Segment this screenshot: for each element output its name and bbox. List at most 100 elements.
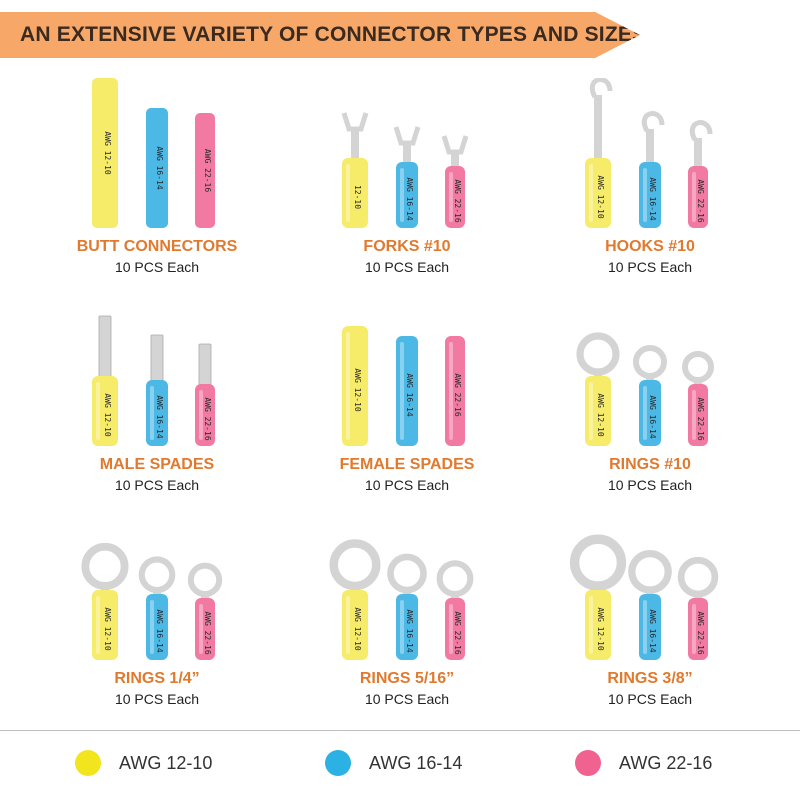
product-title: FORKS #10 [363, 238, 451, 255]
product-quantity: 10 PCS Each [114, 259, 200, 275]
connector-pink: AWG 22-16 [187, 562, 223, 660]
product-quantity: 10 PCS Each [364, 691, 450, 707]
product-title: MALE SPADES [99, 456, 215, 473]
gauge-print: AWG 12-10 [596, 607, 605, 651]
connector-yellow: AWG 12-10 [92, 78, 118, 228]
blue-dot-icon [325, 750, 351, 776]
product-female-spades: AWG 12-10 AWG 16-14 AWG 22-16 FEMALE SPADE… [277, 296, 537, 511]
connector-blue: AWG 16-14 [639, 111, 665, 228]
gauge-print: AWG 22-16 [203, 611, 212, 655]
gauge-print: AWG 16-14 [648, 177, 657, 221]
connector-pink: AWG 22-16 [195, 343, 215, 446]
product-rings-3-8: AWG 12-10 AWG 16-14 AWG 22-16 RINGS 3/8” 1… [520, 510, 780, 725]
product-quantity: 10 PCS Each [114, 477, 200, 493]
product-hooks: AWG 12-10 AWG 16-14 AWG 22-16 HOOKS #10 10… [520, 78, 780, 293]
connector-yellow: AWG 12-10 [329, 539, 381, 660]
color-legend: AWG 12-10 AWG 16-14 AWG 22-16 [0, 732, 800, 800]
connector-blue: AWG 16-14 [387, 553, 427, 660]
gauge-print: AWG 12-10 [596, 175, 605, 219]
legend-label: AWG 12-10 [119, 752, 213, 773]
forks-illustration: 12-10 AWG 16-14 AWG 22-16 [341, 112, 469, 228]
gauge-print: AWG 16-14 [155, 395, 164, 439]
rings-3-8-illustration: AWG 12-10 AWG 16-14 AWG 22-16 [569, 534, 719, 660]
product-quantity: 10 PCS Each [607, 477, 693, 493]
gauge-print: 12-10 [353, 185, 362, 209]
product-butt-connectors: AWG 12-10 AWG 16-14 AWG 22-16 BUTT CONNECT… [27, 78, 287, 293]
connector-blue: AWG 16-14 [396, 336, 418, 446]
male-spades-illustration: AWG 12-10 AWG 16-14 AWG 22-16 [92, 315, 215, 446]
connector-pink: AWG 22-16 [682, 351, 714, 446]
product-male-spades: AWG 12-10 AWG 16-14 AWG 22-16 MALE SPADES … [27, 296, 287, 511]
gauge-print: AWG 22-16 [453, 611, 462, 655]
connector-blue: AWG 16-14 [146, 334, 168, 446]
butt-connectors-illustration: AWG 12-10 AWG 16-14 AWG 22-16 [92, 78, 215, 228]
gauge-print: AWG 22-16 [696, 611, 705, 655]
connector-pink: AWG 22-16 [441, 135, 469, 228]
gauge-print: AWG 22-16 [203, 149, 212, 193]
connector-pink: AWG 22-16 [436, 560, 474, 660]
gauge-print: AWG 12-10 [596, 393, 605, 437]
product-quantity: 10 PCS Each [114, 691, 200, 707]
product-quantity: 10 PCS Each [364, 477, 450, 493]
connector-blue: AWG 16-14 [138, 556, 176, 660]
gauge-print: AWG 22-16 [453, 373, 462, 417]
hooks-illustration: AWG 12-10 AWG 16-14 AWG 22-16 [585, 78, 713, 228]
product-grid: AWG 12-10 AWG 16-14 AWG 22-16 BUTT CONNECT… [27, 78, 780, 725]
gauge-print: AWG 16-14 [405, 609, 414, 653]
product-rings-1-4: AWG 12-10 AWG 16-14 AWG 22-16 RINGS 1/4” 1… [27, 510, 287, 725]
gauge-print: AWG 16-14 [648, 395, 657, 439]
gauge-print: AWG 16-14 [405, 177, 414, 221]
gauge-print: AWG 12-10 [103, 607, 112, 651]
gauge-print: AWG 16-14 [155, 609, 164, 653]
product-rings-5-16: AWG 12-10 AWG 16-14 AWG 22-16 RINGS 5/16” … [277, 510, 537, 725]
connector-yellow: AWG 12-10 [342, 326, 368, 446]
product-title: HOOKS #10 [605, 238, 695, 255]
legend-item-pink: AWG 22-16 [575, 750, 712, 776]
gauge-print: AWG 22-16 [453, 179, 462, 223]
gauge-print: AWG 16-14 [648, 609, 657, 653]
connector-blue: AWG 16-14 [146, 108, 168, 228]
legend-item-yellow: AWG 12-10 [75, 750, 212, 776]
gauge-print: AWG 12-10 [103, 393, 112, 437]
gauge-print: AWG 22-16 [203, 397, 212, 441]
connector-yellow: AWG 12-10 [576, 332, 620, 446]
header-banner: AN EXTENSIVE VARIETY OF CONNECTOR TYPES … [0, 12, 640, 58]
product-title: BUTT CONNECTORS [76, 238, 238, 255]
product-rings-10: AWG 12-10 AWG 16-14 AWG 22-16 RINGS #10 10… [520, 296, 780, 511]
connector-blue: AWG 16-14 [633, 345, 667, 446]
product-quantity: 10 PCS Each [607, 691, 693, 707]
rings-10-illustration: AWG 12-10 AWG 16-14 AWG 22-16 [576, 332, 714, 446]
product-title: RINGS 1/4” [114, 670, 200, 687]
product-title: RINGS #10 [609, 456, 691, 473]
legend-label: AWG 16-14 [369, 752, 463, 773]
connector-yellow: AWG 12-10 [92, 315, 118, 446]
legend-label: AWG 22-16 [619, 752, 713, 773]
connector-pink: AWG 22-16 [195, 113, 215, 228]
connector-yellow: AWG 12-10 [569, 534, 627, 660]
header-title: AN EXTENSIVE VARIETY OF CONNECTOR TYPES … [20, 23, 647, 46]
connector-pink: AWG 22-16 [677, 556, 719, 660]
gauge-print: AWG 16-14 [155, 146, 164, 190]
gauge-print: AWG 12-10 [353, 607, 362, 651]
gauge-print: AWG 22-16 [696, 179, 705, 223]
gauge-print: AWG 22-16 [696, 397, 705, 441]
product-quantity: 10 PCS Each [607, 259, 693, 275]
legend-divider [0, 730, 800, 731]
gauge-print: AWG 16-14 [405, 373, 414, 417]
connector-blue: AWG 16-14 [393, 126, 421, 228]
product-quantity: 10 PCS Each [364, 259, 450, 275]
connector-blue: AWG 16-14 [628, 549, 672, 660]
connector-pink: AWG 22-16 [688, 120, 713, 228]
product-forks: 12-10 AWG 16-14 AWG 22-16 FORKS #10 10 PCS… [277, 78, 537, 293]
product-title: FEMALE SPADES [339, 456, 475, 473]
connector-yellow: AWG 12-10 [81, 542, 129, 660]
yellow-dot-icon [75, 750, 101, 776]
rings-5-16-illustration: AWG 12-10 AWG 16-14 AWG 22-16 [329, 539, 474, 660]
gauge-print: AWG 12-10 [353, 368, 362, 412]
rings-1-4-illustration: AWG 12-10 AWG 16-14 AWG 22-16 [81, 542, 223, 660]
product-title: RINGS 5/16” [359, 670, 455, 687]
connector-yellow: 12-10 [341, 112, 369, 228]
connector-yellow: AWG 12-10 [585, 78, 613, 228]
gauge-print: AWG 12-10 [103, 131, 112, 175]
female-spades-illustration: AWG 12-10 AWG 16-14 AWG 22-16 [342, 326, 465, 446]
